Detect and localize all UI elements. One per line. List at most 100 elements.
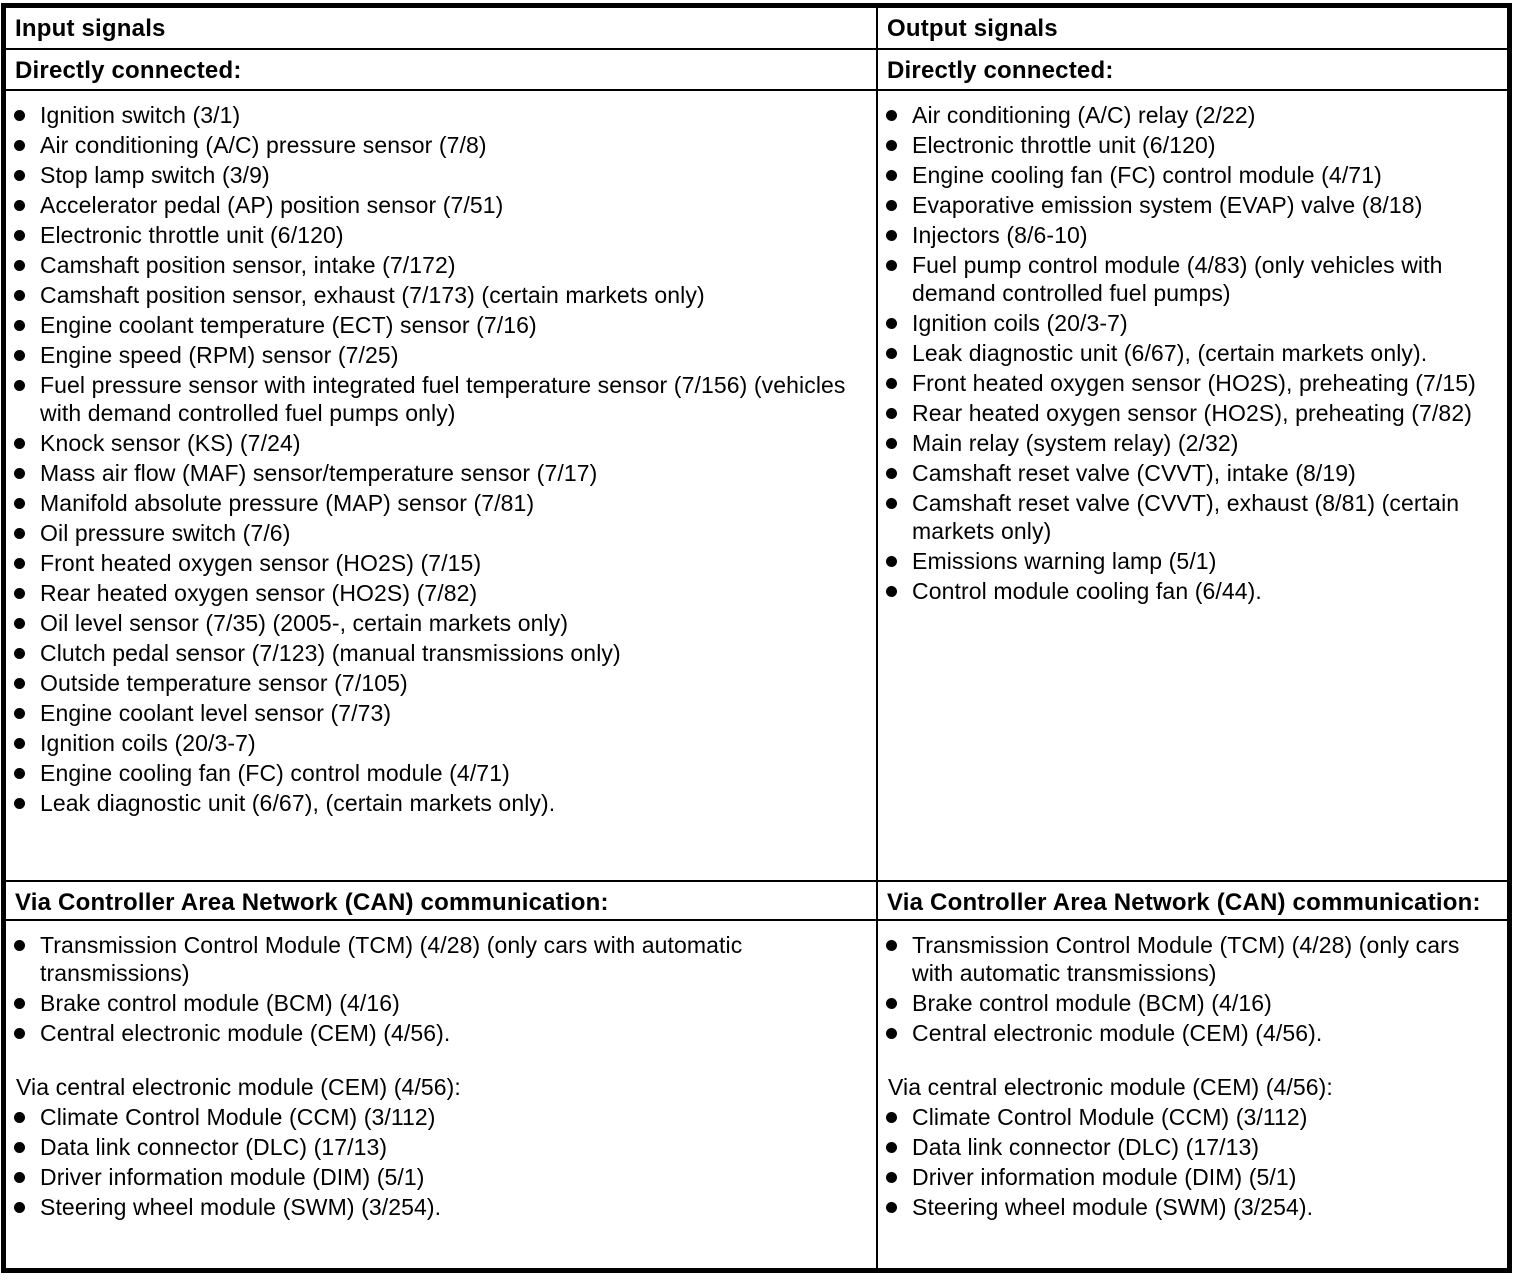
bullet-icon bbox=[14, 1019, 40, 1039]
bullet-icon bbox=[14, 161, 40, 181]
signal-item-text: Outside temperature sensor (7/105) bbox=[40, 670, 408, 696]
bullet-icon bbox=[14, 1193, 40, 1213]
bullet-icon bbox=[14, 639, 40, 659]
bullet-icon bbox=[886, 101, 912, 121]
input-directly-connected-cell: Ignition switch (3/1) Air conditioning (A… bbox=[6, 91, 878, 882]
output-directly-connected-list: Air conditioning (A/C) relay (2/22) Elect… bbox=[886, 101, 1499, 605]
signal-list-item: Data link connector (DLC) (17/13) bbox=[14, 1133, 868, 1161]
signal-item-text: Engine speed (RPM) sensor (7/25) bbox=[40, 342, 399, 368]
signal-list-item: Brake control module (BCM) (4/16) bbox=[886, 989, 1499, 1017]
bullet-icon bbox=[14, 519, 40, 539]
signal-item-text: Electronic throttle unit (6/120) bbox=[912, 132, 1216, 158]
output-can-header: Via Controller Area Network (CAN) commun… bbox=[878, 882, 1507, 921]
bullet-icon bbox=[14, 191, 40, 211]
signal-item-text: Central electronic module (CEM) (4/56). bbox=[40, 1020, 451, 1046]
signal-item-text: Accelerator pedal (AP) position sensor (… bbox=[40, 192, 504, 218]
signal-list-item: Manifold absolute pressure (MAP) sensor … bbox=[14, 489, 868, 517]
signal-item-text: Electronic throttle unit (6/120) bbox=[40, 222, 344, 248]
bullet-icon bbox=[14, 729, 40, 749]
output-directly-connected-cell: Air conditioning (A/C) relay (2/22) Elect… bbox=[878, 91, 1507, 882]
signal-list-item: Leak diagnostic unit (6/67), (certain ma… bbox=[14, 789, 868, 817]
signal-list-item: Ignition coils (20/3-7) bbox=[14, 729, 868, 757]
signal-item-text: Oil pressure switch (7/6) bbox=[40, 520, 291, 546]
bullet-icon bbox=[14, 1133, 40, 1153]
signal-item-text: Fuel pump control module (4/83) (only ve… bbox=[912, 252, 1443, 306]
signal-item-text: Mass air flow (MAF) sensor/temperature s… bbox=[40, 460, 598, 486]
signal-item-text: Climate Control Module (CCM) (3/112) bbox=[912, 1104, 1308, 1130]
bullet-icon bbox=[14, 371, 40, 391]
bullet-icon bbox=[14, 789, 40, 809]
input-directly-connected-list: Ignition switch (3/1) Air conditioning (A… bbox=[14, 101, 868, 817]
signals-table: Input signals Output signals Directly co… bbox=[1, 3, 1512, 1273]
bullet-icon bbox=[886, 1019, 912, 1039]
signal-item-text: Air conditioning (A/C) pressure sensor (… bbox=[40, 132, 487, 158]
signal-item-text: Steering wheel module (SWM) (3/254). bbox=[40, 1194, 442, 1220]
signal-item-text: Control module cooling fan (6/44). bbox=[912, 578, 1262, 604]
signal-list-item: Engine cooling fan (FC) control module (… bbox=[886, 161, 1499, 189]
input-via-cem-list: Climate Control Module (CCM) (3/112) Data… bbox=[14, 1103, 868, 1221]
bullet-icon bbox=[14, 931, 40, 951]
signal-list-item: Front heated oxygen sensor (HO2S) (7/15) bbox=[14, 549, 868, 577]
input-can-cell: Transmission Control Module (TCM) (4/28)… bbox=[6, 921, 878, 1268]
signal-item-text: Engine coolant level sensor (7/73) bbox=[40, 700, 392, 726]
signal-list-item: Ignition coils (20/3-7) bbox=[886, 309, 1499, 337]
signal-list-item: Clutch pedal sensor (7/123) (manual tran… bbox=[14, 639, 868, 667]
signal-list-item: Transmission Control Module (TCM) (4/28)… bbox=[886, 931, 1499, 987]
signal-list-item: Camshaft position sensor, exhaust (7/173… bbox=[14, 281, 868, 309]
bullet-icon bbox=[14, 459, 40, 479]
signal-item-text: Clutch pedal sensor (7/123) (manual tran… bbox=[40, 640, 621, 666]
signal-item-text: Ignition coils (20/3-7) bbox=[912, 310, 1128, 336]
bullet-icon bbox=[14, 281, 40, 301]
signal-item-text: Engine cooling fan (FC) control module (… bbox=[40, 760, 510, 786]
signal-list-item: Central electronic module (CEM) (4/56). bbox=[14, 1019, 868, 1047]
signal-list-item: Emissions warning lamp (5/1) bbox=[886, 547, 1499, 575]
bullet-icon bbox=[14, 989, 40, 1009]
bullet-icon bbox=[14, 609, 40, 629]
bullet-icon bbox=[14, 669, 40, 689]
signal-item-text: Climate Control Module (CCM) (3/112) bbox=[40, 1104, 436, 1130]
input-can-header: Via Controller Area Network (CAN) commun… bbox=[6, 882, 878, 921]
bullet-icon bbox=[886, 191, 912, 211]
signal-item-text: Knock sensor (KS) (7/24) bbox=[40, 430, 301, 456]
bullet-icon bbox=[886, 1163, 912, 1183]
bullet-icon bbox=[886, 339, 912, 359]
bullet-icon bbox=[14, 341, 40, 361]
signal-list-item: Steering wheel module (SWM) (3/254). bbox=[886, 1193, 1499, 1221]
bullet-icon bbox=[14, 311, 40, 331]
bullet-icon bbox=[886, 1133, 912, 1153]
output-directly-connected-header: Directly connected: bbox=[878, 50, 1507, 91]
bullet-icon bbox=[886, 131, 912, 151]
signal-item-text: Main relay (system relay) (2/32) bbox=[912, 430, 1239, 456]
signal-list-item: Rear heated oxygen sensor (HO2S) (7/82) bbox=[14, 579, 868, 607]
signal-list-item: Oil pressure switch (7/6) bbox=[14, 519, 868, 547]
signal-list-item: Injectors (8/6-10) bbox=[886, 221, 1499, 249]
signal-list-item: Steering wheel module (SWM) (3/254). bbox=[14, 1193, 868, 1221]
signal-item-text: Camshaft position sensor, exhaust (7/173… bbox=[40, 282, 705, 308]
signal-item-text: Leak diagnostic unit (6/67), (certain ma… bbox=[40, 790, 556, 816]
signal-list-item: Engine coolant level sensor (7/73) bbox=[14, 699, 868, 727]
signal-list-item: Accelerator pedal (AP) position sensor (… bbox=[14, 191, 868, 219]
signal-item-text: Air conditioning (A/C) relay (2/22) bbox=[912, 102, 1256, 128]
signal-item-text: Engine coolant temperature (ECT) sensor … bbox=[40, 312, 537, 338]
input-signals-header: Input signals bbox=[6, 8, 878, 50]
signal-list-item: Fuel pressure sensor with integrated fue… bbox=[14, 371, 868, 427]
signal-item-text: Brake control module (BCM) (4/16) bbox=[912, 990, 1272, 1016]
signal-item-text: Camshaft reset valve (CVVT), intake (8/1… bbox=[912, 460, 1356, 486]
signal-list-item: Control module cooling fan (6/44). bbox=[886, 577, 1499, 605]
signal-list-item: Front heated oxygen sensor (HO2S), prehe… bbox=[886, 369, 1499, 397]
bullet-icon bbox=[886, 547, 912, 567]
signal-item-text: Emissions warning lamp (5/1) bbox=[912, 548, 1217, 574]
signal-list-item: Leak diagnostic unit (6/67), (certain ma… bbox=[886, 339, 1499, 367]
signal-list-item: Oil level sensor (7/35) (2005-, certain … bbox=[14, 609, 868, 637]
signal-item-text: Leak diagnostic unit (6/67), (certain ma… bbox=[912, 340, 1428, 366]
output-can-cell: Transmission Control Module (TCM) (4/28)… bbox=[878, 921, 1507, 1268]
signal-list-item: Main relay (system relay) (2/32) bbox=[886, 429, 1499, 457]
signal-item-text: Injectors (8/6-10) bbox=[912, 222, 1088, 248]
output-signals-header: Output signals bbox=[878, 8, 1507, 50]
signal-list-item: Transmission Control Module (TCM) (4/28)… bbox=[14, 931, 868, 987]
signal-item-text: Central electronic module (CEM) (4/56). bbox=[912, 1020, 1323, 1046]
signal-list-item: Electronic throttle unit (6/120) bbox=[14, 221, 868, 249]
bullet-icon bbox=[886, 309, 912, 329]
signal-item-text: Transmission Control Module (TCM) (4/28)… bbox=[912, 932, 1460, 986]
signal-list-item: Data link connector (DLC) (17/13) bbox=[886, 1133, 1499, 1161]
